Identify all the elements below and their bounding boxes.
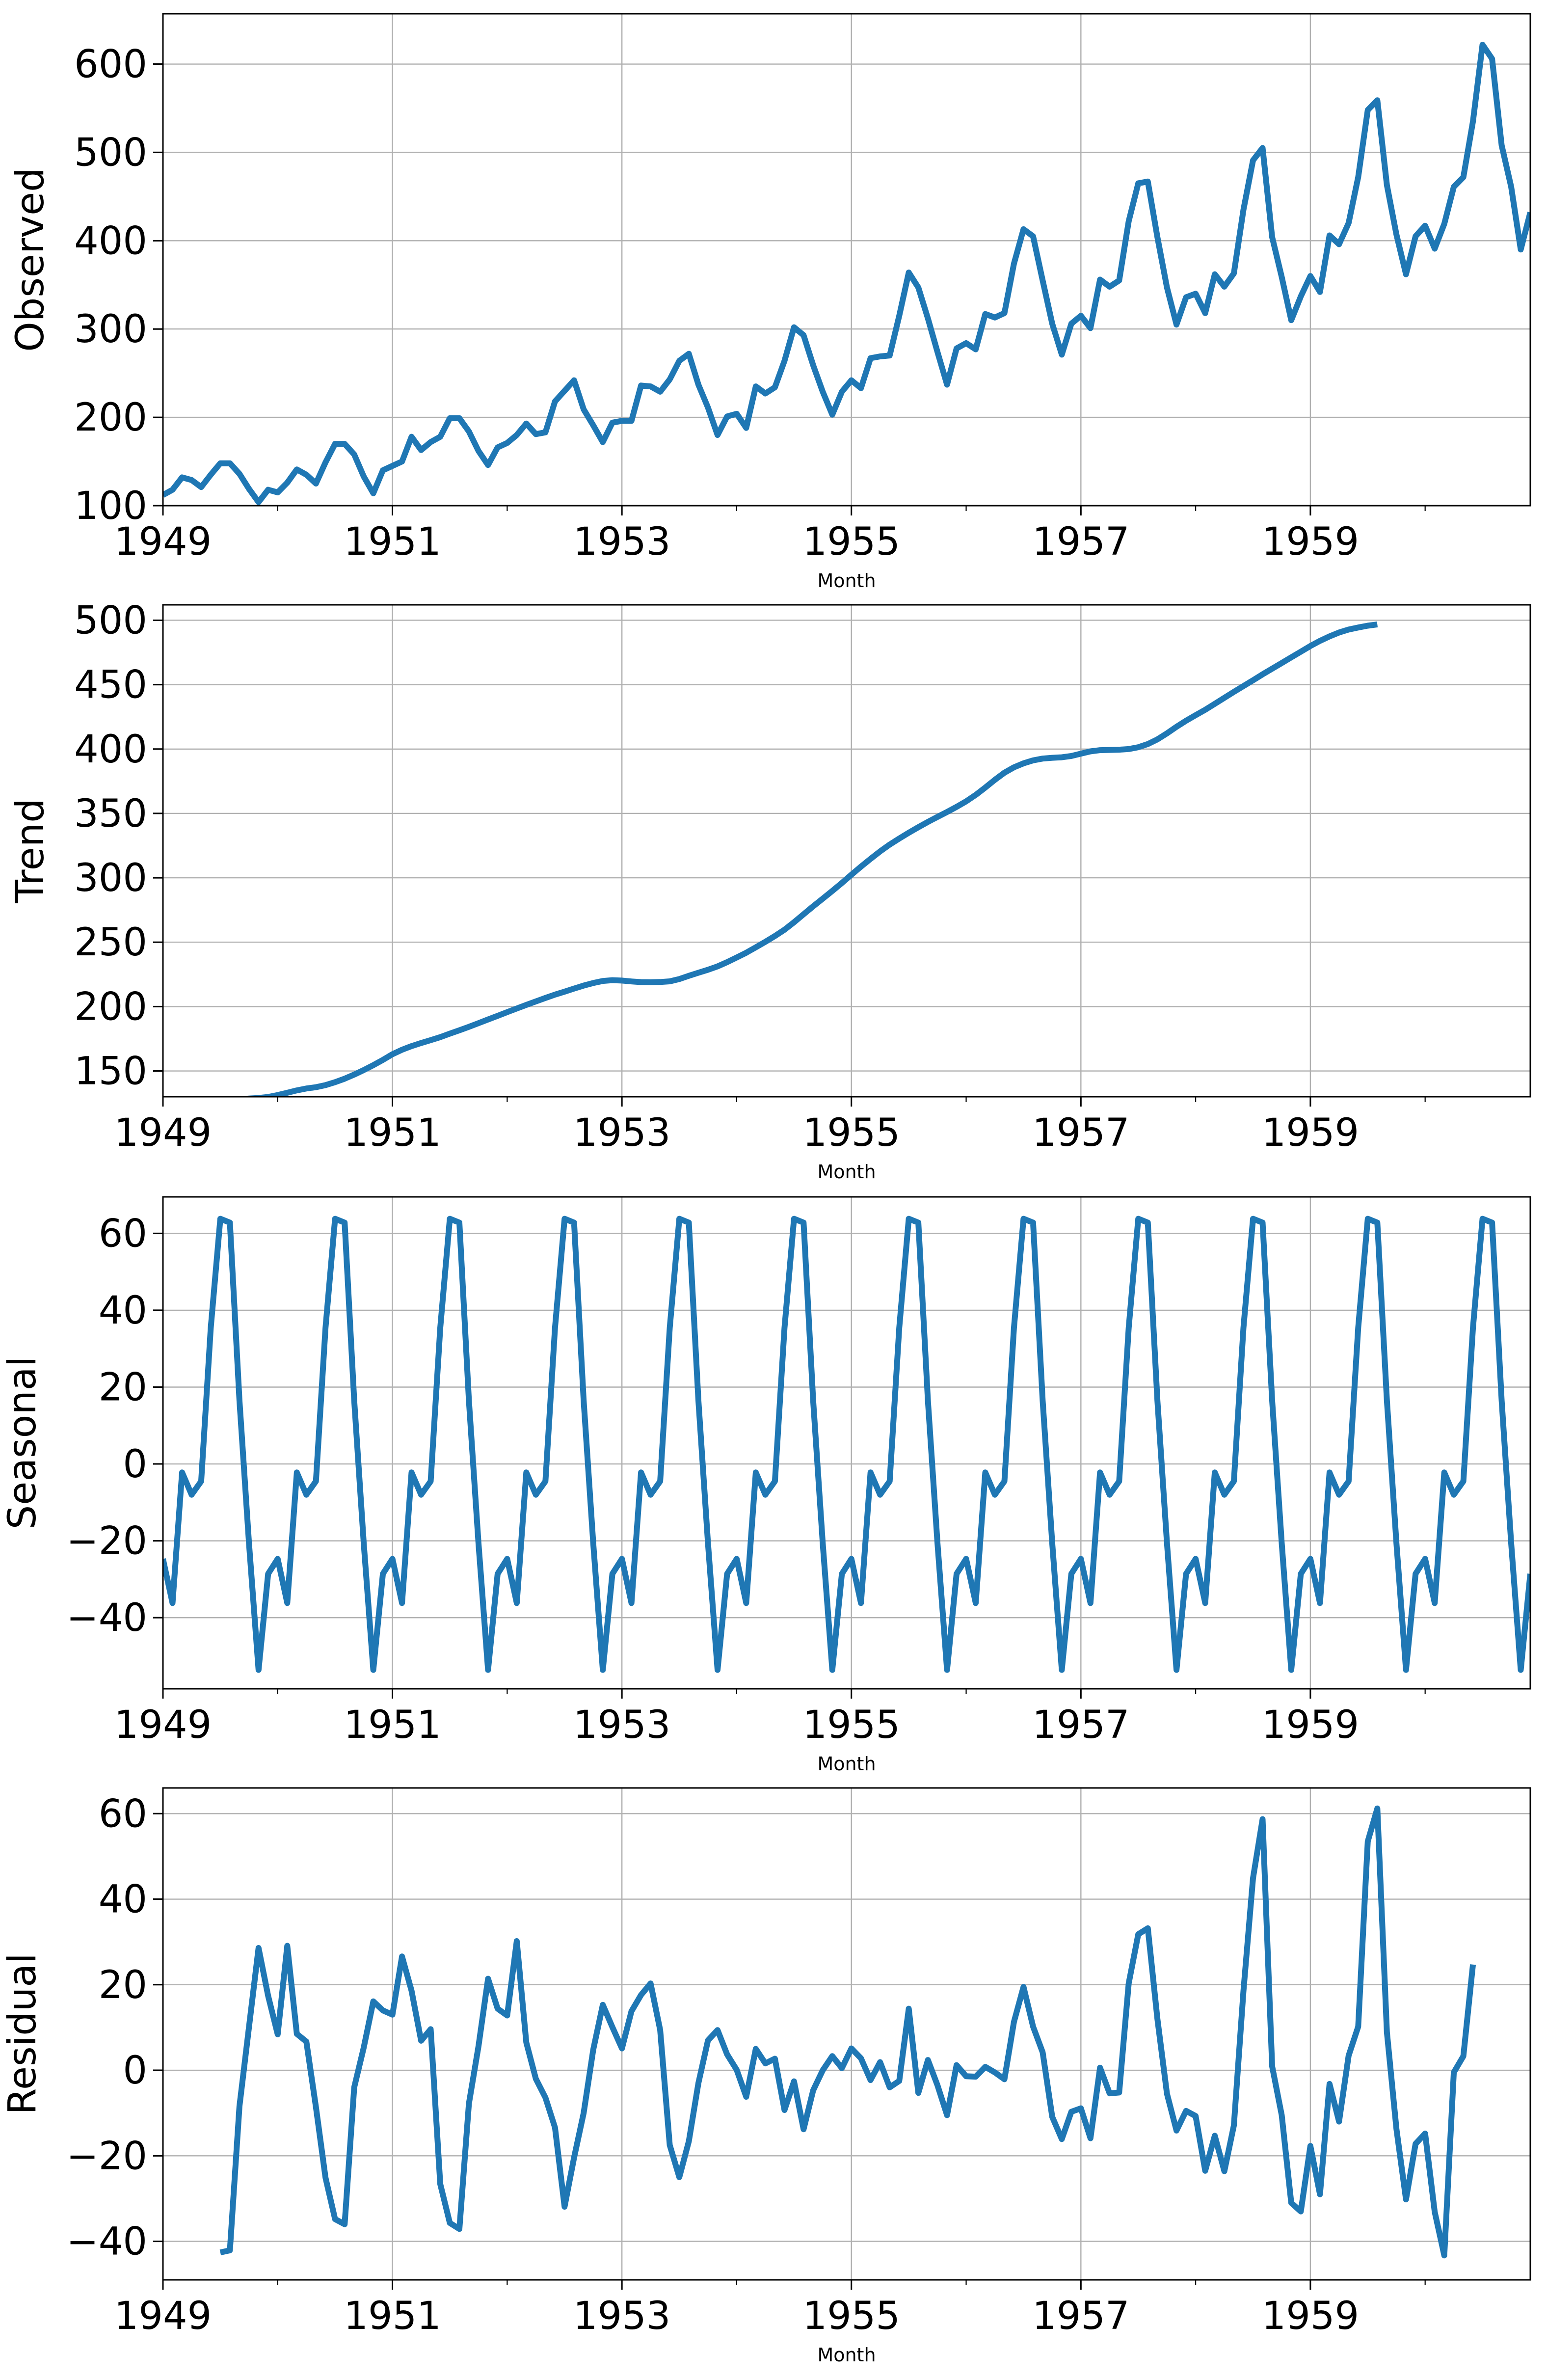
residual-x-tick-label: 1959 (1262, 2294, 1360, 2338)
residual-y-tick-label: −20 (66, 2134, 147, 2178)
trend-axes-frame (162, 604, 1531, 1098)
trend-y-axis-label: Trend (8, 798, 53, 903)
residual-series-line (219, 1805, 1476, 2259)
observed-y-tick-label: 500 (74, 131, 147, 175)
seasonal-y-tick-label: 20 (99, 1365, 147, 1409)
residual-y-axis-label: Residual (0, 1953, 45, 2114)
trend-series-line (236, 621, 1378, 1097)
trend-x-tick-label: 1959 (1262, 1111, 1360, 1155)
residual-y-tick-label: −40 (66, 2220, 147, 2264)
observed-panel: 1949 1951 1953 1955 1957 1959 100 200 300 400 500 6… (8, 13, 1531, 592)
observed-x-axis-label: Month (817, 570, 876, 592)
residual-panel: 1949 1951 1953 1955 1957 1959 −40 −20 0 20 40 60 Mon… (0, 1787, 1531, 2366)
trend-y-tick-label: 350 (74, 792, 147, 836)
trend-x-tick-label: 1955 (802, 1111, 900, 1155)
trend-y-tick-label: 200 (74, 985, 147, 1029)
observed-y-tick-label: 100 (74, 484, 147, 528)
trend-y-tick-label: 150 (74, 1050, 147, 1094)
trend-y-tick-label: 300 (74, 856, 147, 900)
seasonal-x-tick-label: 1957 (1032, 1703, 1130, 1747)
residual-y-tick-label: 0 (123, 2049, 147, 2093)
trend-panel: 1949 1951 1953 1955 1957 1959 150 200 250 300 350 4… (8, 598, 1531, 1183)
residual-axes-frame (162, 1787, 1531, 2281)
observed-x-tick-label: 1959 (1262, 520, 1360, 564)
observed-y-tick-label: 400 (74, 219, 147, 263)
observed-series-line (163, 42, 1530, 505)
observed-x-tick-label: 1951 (344, 520, 441, 564)
seasonal-y-tick-label: −20 (66, 1519, 147, 1564)
seasonal-y-tick-label: −40 (66, 1596, 147, 1640)
residual-y-tick-label: 60 (99, 1792, 147, 1836)
seasonal-axes-frame (162, 1196, 1531, 1690)
residual-y-tick-label: 40 (99, 1878, 147, 1922)
trend-y-tick-label: 450 (74, 663, 147, 707)
residual-x-tick-label: 1949 (114, 2294, 212, 2338)
seasonal-x-tick-label: 1953 (573, 1703, 671, 1747)
residual-x-tick-label: 1953 (573, 2294, 671, 2338)
seasonal-x-tick-label: 1951 (344, 1703, 441, 1747)
seasonal-series-line (163, 1216, 1530, 1673)
observed-y-tick-label: 600 (74, 43, 147, 87)
seasonal-y-tick-label: 40 (99, 1289, 147, 1333)
trend-y-tick-label: 400 (74, 728, 147, 772)
seasonal-y-tick-label: 0 (123, 1442, 147, 1487)
observed-axes-frame (162, 13, 1531, 507)
residual-x-axis-label: Month (817, 2344, 876, 2366)
observed-x-tick-label: 1955 (802, 520, 900, 564)
trend-x-tick-label: 1951 (344, 1111, 441, 1155)
seasonal-y-tick-label: 60 (99, 1212, 147, 1256)
trend-x-axis-label: Month (817, 1161, 876, 1183)
trend-y-tick-label: 250 (74, 920, 147, 965)
trend-x-tick-label: 1949 (114, 1111, 212, 1155)
observed-y-tick-label: 300 (74, 307, 147, 352)
trend-x-tick-label: 1953 (573, 1111, 671, 1155)
seasonal-panel: 1949 1951 1953 1955 1957 1959 −40 −20 0 20 40 60 Mon… (0, 1196, 1531, 1775)
observed-y-axis-label: Observed (8, 167, 53, 352)
seasonal-x-tick-label: 1949 (114, 1703, 212, 1747)
seasonal-x-tick-label: 1959 (1262, 1703, 1360, 1747)
residual-x-tick-label: 1951 (344, 2294, 441, 2338)
residual-x-tick-label: 1955 (802, 2294, 900, 2338)
observed-x-tick-label: 1957 (1032, 520, 1130, 564)
seasonal-x-tick-label: 1955 (802, 1703, 900, 1747)
trend-y-tick-label: 500 (74, 598, 147, 643)
residual-y-tick-label: 20 (99, 1963, 147, 2007)
seasonal-x-axis-label: Month (817, 1753, 876, 1775)
residual-x-tick-label: 1957 (1032, 2294, 1130, 2338)
seasonal-y-axis-label: Seasonal (0, 1356, 45, 1530)
observed-x-tick-label: 1953 (573, 520, 671, 564)
observed-y-tick-label: 200 (74, 396, 147, 440)
trend-x-tick-label: 1957 (1032, 1111, 1130, 1155)
observed-x-tick-label: 1949 (114, 520, 212, 564)
